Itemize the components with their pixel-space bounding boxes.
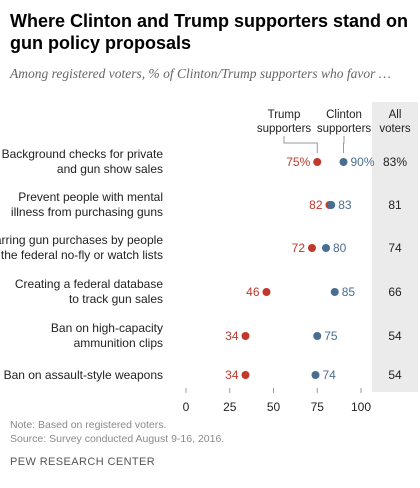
all-voters-value: 83%: [383, 155, 407, 169]
x-axis: 0 25 50 75 100: [183, 388, 371, 414]
x-tick-label: 50: [267, 400, 281, 414]
header-all-line: voters: [379, 123, 411, 135]
trump-dot: [262, 288, 271, 296]
x-tick-label: 100: [351, 400, 371, 414]
header-clinton-line: Clinton: [326, 109, 362, 121]
chart-note: Note: Based on registered voters.: [10, 419, 167, 431]
clinton-value-label: 75: [324, 329, 338, 343]
clinton-value-label: 85: [342, 285, 356, 299]
chart-title: Where Clinton and Trump supporters stand…: [10, 11, 409, 53]
row-label-line: Creating a federal database: [15, 277, 163, 291]
header-trump-line: Trump: [268, 109, 301, 121]
clinton-dot: [322, 244, 330, 252]
all-voters-value: 74: [388, 241, 402, 255]
all-voters-value: 81: [388, 198, 402, 212]
dot-plot: Trump supporters Clinton supporters All voter…: [0, 102, 418, 414]
trump-dot: [308, 244, 316, 252]
column-headers: Trump supporters Clinton supporters All voter…: [257, 109, 411, 153]
all-voters-value: 54: [388, 368, 402, 382]
row-label-line: ammunition clips: [74, 336, 163, 350]
row-label-line: Background checks for private: [2, 147, 164, 161]
clinton-value-label: 90%: [351, 155, 375, 169]
row-label-line: Ban on assault-style weapons: [4, 368, 163, 382]
all-voters-column-background: [372, 102, 418, 392]
trump-value-label: 34: [225, 368, 239, 382]
clinton-value-label: 83: [338, 198, 352, 212]
row-label-line: to track gun sales: [69, 292, 163, 306]
x-tick-label: 25: [223, 400, 237, 414]
clinton-header-connector: [343, 136, 345, 153]
trump-value-label: 46: [246, 285, 260, 299]
row-label-line: Barring gun purchases by people: [0, 233, 163, 247]
clinton-dot: [313, 332, 322, 340]
trump-value-label: 72: [292, 241, 306, 255]
trump-dot: [241, 371, 250, 379]
x-tick-label: 0: [183, 400, 190, 414]
x-tick-label: 75: [311, 400, 325, 414]
row-label-line: on the federal no-fly or watch lists: [0, 248, 163, 262]
header-all-line: All: [389, 109, 402, 121]
clinton-dot: [327, 201, 336, 209]
chart-source: Source: Survey conducted August 9-16, 20…: [10, 433, 225, 445]
clinton-dot: [330, 288, 339, 296]
header-clinton-line: supporters: [317, 123, 372, 135]
row-label-line: illness from purchasing guns: [11, 205, 163, 219]
all-voters-value: 54: [388, 329, 402, 343]
chart-row: Ban on assault-style weapons 34 74 54: [4, 368, 402, 382]
clinton-value-label: 74: [323, 368, 337, 382]
clinton-dot: [311, 371, 320, 379]
brand-label: PEW RESEARCH CENTER: [10, 456, 156, 468]
all-voters-value: 66: [388, 285, 402, 299]
row-label-line: and gun show sales: [57, 162, 163, 176]
clinton-value-label: 80: [333, 241, 347, 255]
trump-dot: [241, 332, 250, 340]
row-label-line: Ban on high-capacity: [51, 321, 163, 335]
header-trump-line: supporters: [257, 123, 312, 135]
chart-subtitle: Among registered voters, % of Clinton/Tr…: [10, 66, 391, 81]
trump-value-label: 82: [309, 198, 323, 212]
trump-value-label: 34: [225, 329, 239, 343]
trump-value-label: 75%: [286, 155, 310, 169]
trump-header-connector: [283, 136, 318, 153]
trump-dot: [313, 158, 322, 166]
row-label-line: Prevent people with mental: [18, 190, 163, 204]
clinton-dot: [339, 158, 348, 166]
